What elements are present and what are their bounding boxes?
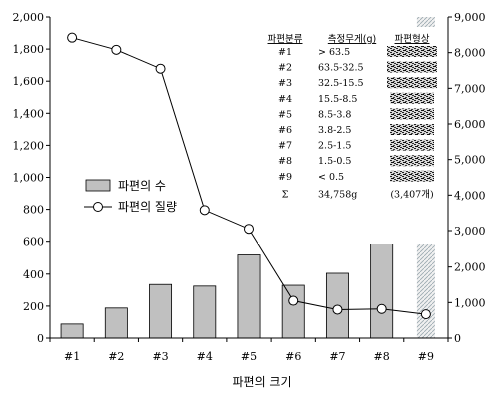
- inset-table-weight: 63.5-32.5: [318, 63, 364, 74]
- inset-table-class: #1: [278, 47, 292, 58]
- x-tick-label: #1: [64, 350, 80, 363]
- y-left-tick-label: 2,000: [13, 11, 45, 24]
- bar-fragment-count: [193, 285, 217, 339]
- x-tick-label: #3: [152, 350, 168, 363]
- y-left-tick-label: 1,200: [13, 139, 45, 152]
- legend-bar-swatch: [85, 179, 111, 192]
- x-tick-label: #4: [197, 350, 213, 363]
- point-fragment-mass: [288, 295, 299, 306]
- point-fragment-mass: [332, 304, 343, 315]
- y-right-tick-label: 3,000: [454, 225, 486, 238]
- y-right-tick-label: 6,000: [454, 118, 486, 131]
- inset-table-weight: < 0.5: [318, 172, 344, 183]
- inset-table-weight: 2.5-1.5: [318, 141, 351, 152]
- y-left-tick-label: 400: [23, 268, 44, 281]
- y-right-tick-label: 4,000: [454, 189, 486, 202]
- y-left-tick-label: 800: [23, 204, 44, 217]
- y-right-tick-label: 5,000: [454, 154, 486, 167]
- bar-fragment-count: [104, 307, 128, 339]
- bar-fragment-count: [60, 323, 84, 339]
- y-left-tick-label: 1,400: [13, 107, 45, 120]
- y-right-tick-label: 0: [454, 332, 461, 345]
- inset-table-class: #2: [278, 63, 292, 74]
- x-tick-label: #5: [241, 350, 257, 363]
- inset-table-total-count: (3,407개): [390, 189, 433, 200]
- point-fragment-mass: [244, 224, 254, 235]
- y-right-tick-label: 1,000: [454, 296, 486, 309]
- inset-table-header: 파편형상: [395, 33, 430, 45]
- inset-table-class: #8: [278, 156, 292, 167]
- inset-table-weight: > 63.5: [318, 47, 350, 58]
- inset-table-class: #7: [278, 141, 292, 152]
- fragment-shape-image: [390, 124, 434, 135]
- x-tick-label: #8: [374, 350, 390, 363]
- inset-table-class: #4: [278, 94, 292, 105]
- inset-table-class: #9: [278, 172, 292, 183]
- point-fragment-mass: [420, 309, 431, 320]
- point-fragment-mass: [67, 32, 78, 43]
- y-right-tick-label: 7,000: [454, 82, 486, 95]
- y-right-tick-label: 2,000: [454, 261, 486, 274]
- fragment-shape-image: [390, 170, 434, 182]
- y-left-tick-label: 1,600: [13, 75, 45, 88]
- point-fragment-mass: [376, 303, 387, 314]
- inset-table-weight: 15.5-8.5: [318, 94, 357, 105]
- bar-fragment-count: [149, 283, 173, 339]
- fragment-shape-image: [387, 77, 437, 89]
- inset-table-weight: 1.5-0.5: [318, 156, 351, 167]
- inset-table-weight: 3.8-2.5: [318, 125, 351, 136]
- point-fragment-mass: [111, 44, 122, 55]
- bar-fragment-count: [237, 254, 261, 339]
- y-left-tick-label: 1,000: [13, 172, 45, 185]
- y-right-tick-label: 8,000: [454, 47, 486, 60]
- fragment-shape-image: [390, 139, 434, 151]
- x-tick-label: #9: [418, 350, 434, 363]
- fragment-shape-image: [390, 155, 434, 167]
- point-fragment-mass: [155, 63, 166, 74]
- x-tick-label: #7: [329, 350, 345, 363]
- bar-fragment-count: [281, 284, 305, 339]
- legend-line-marker: [93, 202, 103, 212]
- inset-table-weight: 32.5-15.5: [318, 78, 364, 89]
- y-left-tick-label: 600: [23, 236, 44, 249]
- inset-table-total-weight: 34,758g: [318, 189, 357, 200]
- fragment-shape-image: [387, 61, 437, 73]
- legend-line-label: 파편의 질량: [118, 200, 177, 214]
- inset-table-class: #6: [278, 125, 292, 136]
- y-right-tick-label: 9,000: [454, 11, 486, 24]
- inset-table-class: #5: [278, 109, 292, 120]
- x-axis-title: 파편의 크기: [232, 375, 291, 389]
- legend-bar-label: 파편의 수: [118, 179, 166, 193]
- fragment-shape-image: [387, 46, 437, 57]
- x-tick-label: #6: [285, 350, 301, 363]
- point-fragment-mass: [199, 205, 210, 216]
- y-left-tick-label: 1,800: [13, 43, 45, 56]
- inset-table-header: 파편분류: [268, 33, 303, 45]
- x-tick-label: #2: [108, 350, 124, 363]
- fragment-shape-image: [390, 108, 434, 120]
- inset-table-class: #3: [278, 78, 292, 89]
- inset-table-header: 측정무게(g): [328, 34, 376, 45]
- fragment-shape-image: [390, 92, 434, 104]
- y-left-tick-label: 200: [23, 300, 44, 313]
- y-left-tick-label: 0: [37, 332, 44, 345]
- inset-table-weight: 8.5-3.8: [318, 109, 351, 120]
- inset-table-total-symbol: Σ: [282, 189, 289, 200]
